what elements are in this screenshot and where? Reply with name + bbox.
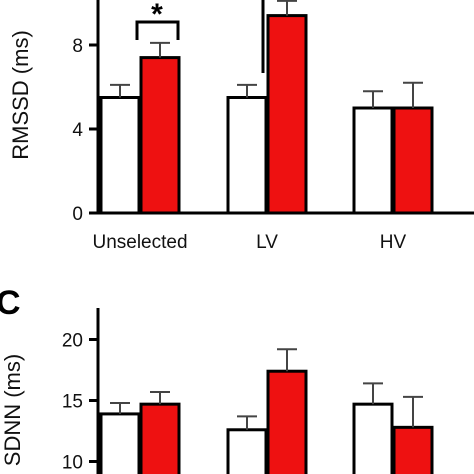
rmssd-y-tick-label: 4 — [72, 120, 83, 141]
rmssd-bar — [352, 106, 394, 215]
rmssd-bar — [266, 14, 308, 215]
sdnn-bar — [266, 369, 308, 474]
sdnn-y-axis-title: SDNN (ms) — [0, 354, 25, 466]
sdnn-bar — [99, 412, 141, 474]
panel-letter-c: C — [0, 284, 21, 322]
rmssd-bar — [99, 96, 141, 215]
sdnn-bar — [352, 402, 394, 474]
rmssd-category-label: LV — [256, 232, 278, 253]
sdnn-y-tick-label: 10 — [62, 453, 83, 474]
rmssd-chart: RMSSD (ms) 0 4 8 Unselected LV HV * — [8, 0, 474, 253]
significance-star: * — [151, 0, 163, 31]
sdnn-bar — [392, 425, 434, 474]
significance-bracket — [135, 20, 180, 40]
sdnn-y-tick-label: 15 — [62, 392, 83, 413]
rmssd-bar — [139, 56, 181, 215]
rmssd-y-axis-title: RMSSD (ms) — [8, 30, 33, 160]
rmssd-bar — [392, 106, 434, 215]
sdnn-y-tick-label: 20 — [62, 331, 83, 352]
rmssd-category-label: HV — [380, 232, 407, 253]
rmssd-y-tick-label: 8 — [72, 36, 83, 57]
sdnn-chart: C SDNN (ms) 10 15 20 — [0, 284, 434, 474]
sdnn-bar — [139, 402, 181, 474]
rmssd-category-label: Unselected — [92, 232, 187, 253]
sdnn-bar — [226, 428, 268, 474]
rmssd-y-tick-label: 0 — [72, 204, 83, 225]
rmssd-bar — [226, 96, 268, 215]
